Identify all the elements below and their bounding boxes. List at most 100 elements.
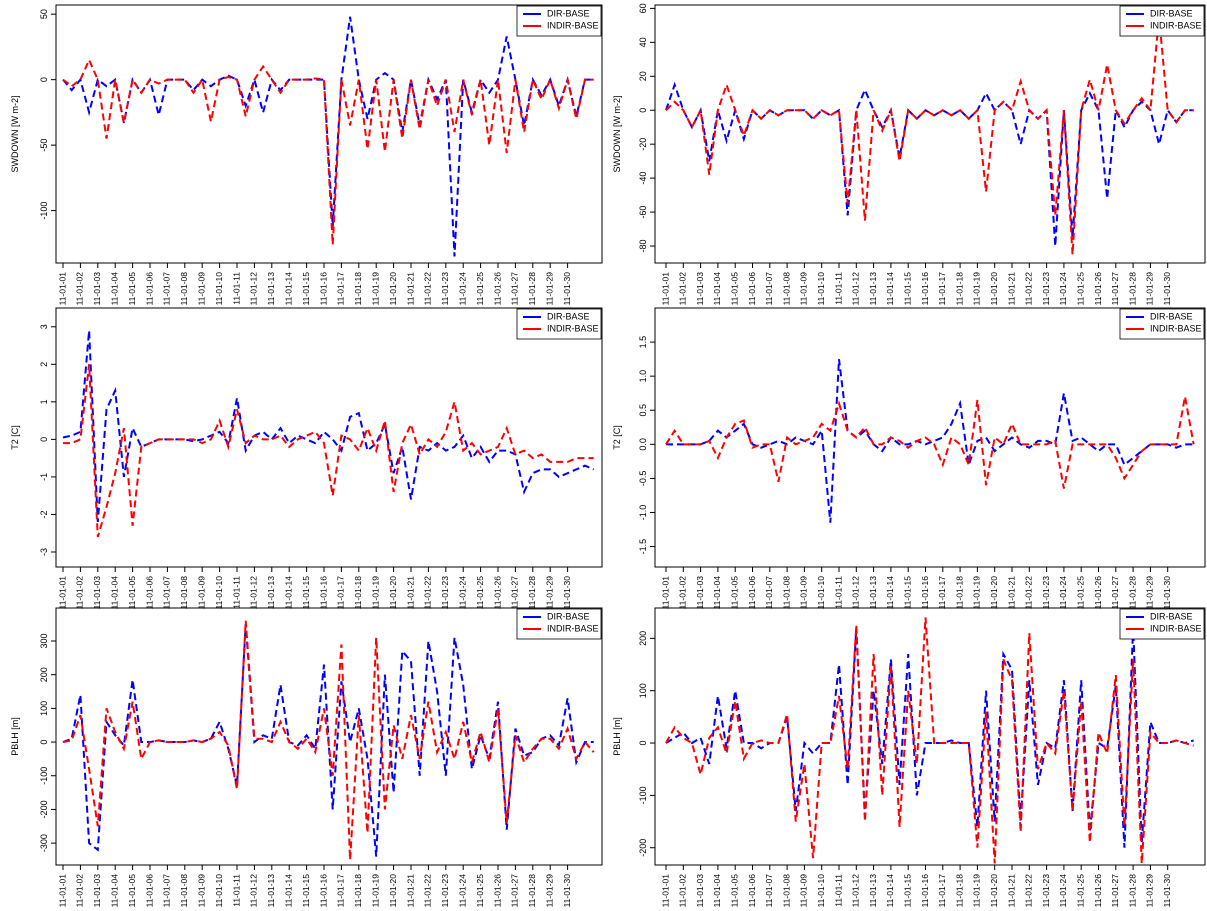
x-tick-label: 11-01-08 — [781, 874, 791, 908]
x-tick-label: 11-01-18 — [954, 576, 964, 610]
x-tick-label: 11-01-18 — [954, 272, 964, 306]
x-tick-label: 11-01-21 — [405, 272, 415, 306]
x-tick-label: 11-01-05 — [127, 272, 137, 306]
x-tick-label: 11-01-01 — [660, 576, 670, 610]
y-tick-label: 300 — [39, 633, 49, 648]
series-line — [665, 617, 1194, 864]
x-tick-label: 11-01-16 — [318, 272, 328, 306]
x-tick-label: 11-01-11 — [833, 874, 843, 907]
y-tick-label: 1.5 — [638, 336, 648, 349]
x-tick-label: 11-01-29 — [544, 874, 554, 908]
legend: DIR-BASE INDIR-BASE — [516, 5, 602, 37]
x-tick-label: 11-01-19 — [972, 874, 982, 908]
x-tick-label: 11-01-17 — [937, 576, 947, 610]
x-tick-label: 11-01-30 — [562, 272, 572, 306]
x-tick-label: 11-01-13 — [266, 272, 276, 306]
y-tick-label: -80 — [638, 240, 648, 253]
x-tick-label: 11-01-03 — [695, 272, 705, 306]
y-tick-label: 40 — [638, 37, 648, 47]
y-axis-label: PBLH [m] — [10, 717, 20, 756]
x-tick-label: 11-01-08 — [781, 272, 791, 306]
x-tick-label: 11-01-15 — [902, 576, 912, 610]
x-tick-label: 11-01-09 — [799, 576, 809, 610]
x-tick-label: 11-01-25 — [475, 272, 485, 306]
x-tick-label: 11-01-07 — [764, 272, 774, 306]
y-tick-label: -60 — [638, 206, 648, 219]
legend-label: INDIR-BASE — [547, 323, 599, 333]
x-tick-label: 11-01-05 — [729, 576, 739, 610]
x-tick-label: 11-01-26 — [492, 272, 502, 306]
x-tick-label: 11-01-30 — [562, 576, 572, 610]
x-tick-label: 11-01-30 — [1162, 272, 1172, 306]
x-tick-label: 11-01-19 — [370, 576, 380, 610]
x-tick-label: 11-01-27 — [1110, 874, 1120, 908]
x-tick-label: 11-01-16 — [920, 576, 930, 610]
x-tick-label: 11-01-28 — [1127, 874, 1137, 908]
x-tick-label: 11-01-19 — [972, 272, 982, 306]
legend: DIR-BASE INDIR-BASE — [1119, 5, 1205, 37]
x-tick-label: 11-01-26 — [1093, 874, 1103, 908]
x-tick-label: 11-01-11 — [833, 272, 843, 305]
x-tick-label: 11-01-16 — [318, 576, 328, 610]
x-tick-label: 11-01-16 — [318, 874, 328, 908]
y-tick-label: 100 — [638, 683, 648, 698]
x-tick-label: 11-01-04 — [109, 272, 119, 306]
x-tick-label: 11-01-12 — [851, 576, 861, 610]
y-axis-label: PBLH [m] — [612, 717, 622, 756]
x-tick-label: 11-01-12 — [249, 874, 259, 908]
y-tick-label: -200 — [638, 839, 648, 857]
y-axis-label: T2 [C] — [612, 425, 622, 450]
x-tick-label: 11-01-20 — [388, 874, 398, 908]
x-tick-label: 11-01-29 — [544, 576, 554, 610]
x-tick-label: 11-01-26 — [1093, 272, 1103, 306]
x-tick-label: 11-01-23 — [1041, 874, 1051, 908]
legend-label: INDIR-BASE — [547, 20, 599, 30]
chart-panel: -1.5 -1.0 -0.5 0.0 0.5 1.0 1.5 11-01-01 11-01-02… — [612, 307, 1206, 610]
x-tick-label: 11-01-29 — [1145, 874, 1155, 908]
x-tick-label: 11-01-17 — [336, 576, 346, 610]
y-tick-label: -100 — [39, 767, 49, 785]
x-tick-label: 11-01-30 — [1162, 576, 1172, 610]
plot-frame — [654, 307, 1206, 568]
x-tick-label: 11-01-03 — [92, 576, 102, 610]
series-line — [666, 358, 1194, 523]
series-line — [62, 16, 594, 257]
y-tick-label: -40 — [638, 172, 648, 185]
x-tick-label: 11-01-10 — [816, 576, 826, 610]
x-tick-label: 11-01-07 — [162, 874, 172, 908]
y-tick-label: -1 — [39, 473, 49, 481]
plot-frame — [55, 307, 603, 568]
y-tick-label: -3 — [39, 548, 49, 556]
y-tick-label: 0.0 — [638, 438, 648, 451]
x-tick-label: 11-01-14 — [885, 576, 895, 610]
x-tick-label: 11-01-04 — [109, 576, 119, 610]
x-tick-label: 11-01-17 — [336, 272, 346, 306]
x-tick-label: 11-01-15 — [301, 874, 311, 908]
x-tick-label: 11-01-21 — [405, 874, 415, 908]
y-tick-label: -300 — [39, 834, 49, 852]
y-tick-label: 0 — [39, 77, 49, 82]
x-tick-label: 11-01-26 — [1093, 576, 1103, 610]
x-tick-label: 11-01-07 — [764, 576, 774, 610]
x-tick-label: 11-01-27 — [510, 272, 520, 306]
x-tick-label: 11-01-08 — [179, 576, 189, 610]
x-tick-label: 11-01-04 — [712, 576, 722, 610]
x-tick-label: 11-01-12 — [249, 272, 259, 306]
x-tick-label: 11-01-29 — [544, 272, 554, 306]
x-tick-label: 11-01-07 — [764, 874, 774, 908]
x-tick-label: 11-01-16 — [920, 272, 930, 306]
x-tick-label: 11-01-28 — [527, 874, 537, 908]
x-tick-label: 11-01-27 — [1110, 272, 1120, 306]
x-tick-label: 11-01-03 — [695, 874, 705, 908]
x-tick-label: 11-01-28 — [1127, 272, 1137, 306]
x-tick-label: 11-01-18 — [353, 874, 363, 908]
x-tick-label: 11-01-18 — [954, 874, 964, 908]
x-tick-label: 11-01-17 — [937, 272, 947, 306]
y-tick-label: 200 — [39, 667, 49, 682]
x-tick-label: 11-01-06 — [144, 272, 154, 306]
series-line — [62, 620, 595, 861]
chart-panel: -300 -200 -100 0 100 200 300 11-01-01 11-01-02 11… — [10, 607, 603, 908]
y-axis-label: T2 [C] — [10, 425, 20, 450]
x-tick-label: 11-01-17 — [336, 874, 346, 908]
